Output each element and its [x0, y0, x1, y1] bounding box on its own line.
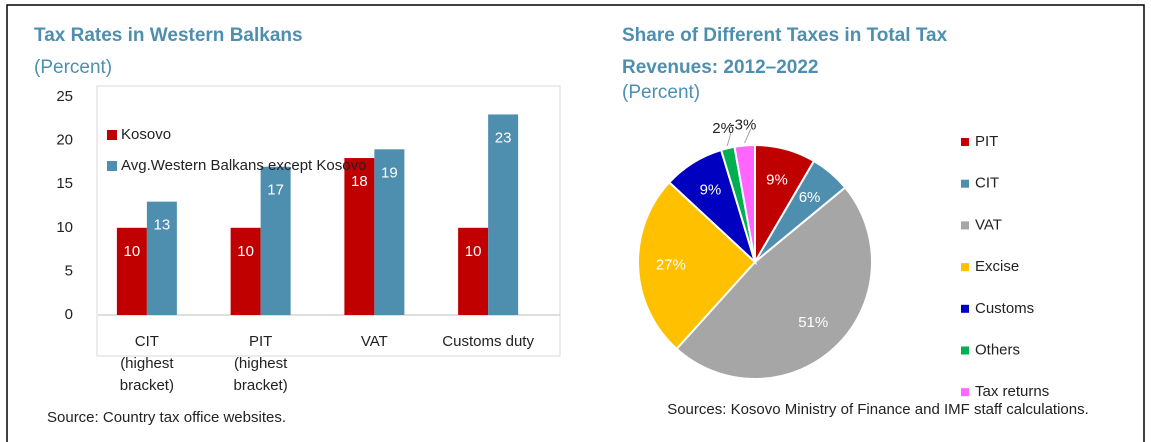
leader-line [726, 131, 732, 147]
plot-frame [96, 85, 561, 357]
y-tick-label: 5 [65, 262, 73, 279]
bar-value-label: 18 [351, 173, 368, 190]
pie-slice [637, 180, 757, 351]
pie-slice [733, 143, 756, 263]
x-tick-label: (highest [234, 355, 288, 372]
x-tick-label: Customs duty [442, 333, 534, 350]
legend-label: Avg.Western Balkans except Kosovo [121, 157, 366, 174]
bar [374, 149, 405, 315]
bar-value-label: 17 [267, 182, 284, 199]
bar-value-label: 19 [381, 164, 398, 181]
legend-swatch [107, 161, 117, 171]
legend-label: Others [975, 341, 1020, 358]
pie-subtitle: (Percent) [622, 82, 701, 103]
bar [116, 227, 147, 315]
y-tick-label: 10 [56, 219, 73, 236]
pie-source: Sources: Kosovo Ministry of Finance and … [667, 401, 1089, 418]
pie-value-label: -3% [730, 117, 757, 134]
x-tick-label: (highest [120, 355, 174, 372]
frame [6, 4, 1145, 442]
bar [230, 227, 261, 315]
pie-value-label: 9% [700, 182, 722, 199]
legend-label: Kosovo [121, 126, 171, 143]
legend-swatch [961, 221, 969, 230]
y-tick-label: 0 [65, 306, 73, 323]
pie-value-label: 6% [799, 189, 821, 206]
x-tick-label: PIT [249, 333, 272, 350]
bar [146, 201, 177, 315]
legend-swatch [961, 179, 969, 188]
bar [488, 114, 519, 315]
pie-value-label: 27% [656, 257, 686, 274]
y-tick-label: 15 [56, 175, 73, 192]
legend-label: Tax returns [975, 383, 1049, 400]
bar [260, 166, 291, 315]
bar-value-label: 10 [124, 243, 141, 260]
bar-value-label: 13 [154, 217, 171, 234]
legend-label: VAT [975, 216, 1002, 233]
pie-slice [675, 186, 874, 380]
x-tick-label: bracket) [234, 377, 288, 394]
x-tick-label: bracket) [120, 377, 174, 394]
y-tick-label: 20 [56, 132, 73, 149]
legend-swatch [961, 263, 969, 272]
bar-title: Tax Rates in Western Balkans [34, 25, 303, 46]
pie-value-label: 2% [712, 120, 734, 137]
legend-swatch [961, 138, 969, 146]
bar-value-label: 23 [495, 129, 512, 146]
legend-swatch [107, 130, 117, 140]
bar-source: Source: Country tax office websites. [47, 409, 286, 426]
legend-swatch [961, 346, 969, 355]
bar [344, 158, 375, 315]
legend-label: CIT [975, 175, 999, 192]
bar-value-label: 10 [237, 243, 254, 260]
legend-swatch [961, 388, 969, 397]
x-tick-label: CIT [135, 333, 159, 350]
bar-subtitle: (Percent) [34, 57, 113, 78]
pie-value-label: 9% [766, 172, 788, 189]
legend-label: Excise [975, 258, 1019, 275]
legend-swatch [961, 304, 969, 313]
x-tick-label: VAT [361, 333, 388, 350]
bar-value-label: 10 [465, 243, 482, 260]
pie-title: Share of Different Taxes in Total Tax Re… [622, 25, 948, 78]
legend-label: PIT [975, 133, 998, 150]
legend-label: Customs [975, 300, 1034, 317]
bar [458, 227, 489, 315]
leader-line [744, 128, 752, 144]
pie-value-label: 51% [798, 314, 828, 331]
y-tick-label: 25 [56, 88, 73, 105]
